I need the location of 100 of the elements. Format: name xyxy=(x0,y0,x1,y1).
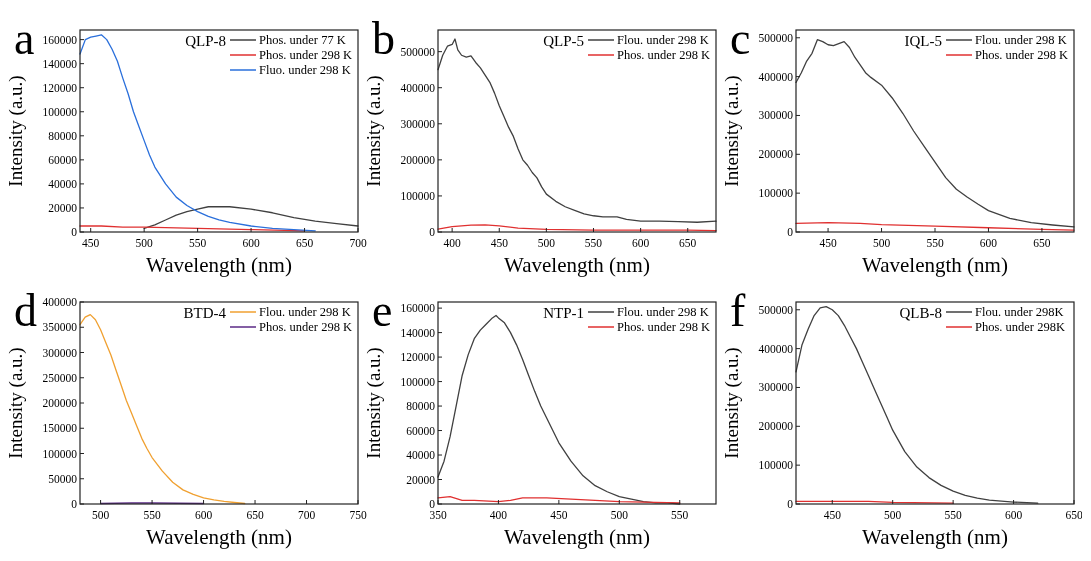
x-axis-title: Wavelength (nm) xyxy=(504,525,650,549)
y-tick-label: 140000 xyxy=(400,326,436,339)
y-tick-label: 100000 xyxy=(400,375,436,388)
y-tick-label: 200000 xyxy=(400,153,436,166)
legend-label: Phos. under 77 K xyxy=(259,33,346,48)
x-tick-label: 500 xyxy=(872,237,891,249)
chart-title: b xyxy=(372,13,395,64)
y-tick-label: 500000 xyxy=(758,31,794,44)
y-tick-label: 0 xyxy=(429,498,436,511)
legend-label: Phos. under 298 K xyxy=(259,320,353,335)
y-tick-label: 350000 xyxy=(42,321,78,334)
y-tick-label: 60000 xyxy=(406,424,436,437)
legend-label: Flou. under 298 K xyxy=(617,33,709,48)
x-tick-label: 650 xyxy=(679,237,697,249)
y-tick-label: 0 xyxy=(71,498,78,511)
line-series xyxy=(437,496,681,504)
x-tick-label: 700 xyxy=(297,509,316,521)
x-tick-label: 550 xyxy=(188,237,207,249)
chart-title: a xyxy=(14,13,35,64)
y-tick-label: 400000 xyxy=(758,342,794,355)
legend-label: Flou. under 298 K xyxy=(617,305,709,320)
y-tick-label: 100000 xyxy=(42,105,78,118)
x-tick-label: 450 xyxy=(819,237,837,249)
x-tick-label: 500 xyxy=(91,509,110,521)
y-tick-label: 120000 xyxy=(400,351,436,364)
x-axis-title: Wavelength (nm) xyxy=(862,253,1008,277)
x-tick-label: 500 xyxy=(537,237,556,249)
legend-label: Phos. under 298 K xyxy=(617,48,711,63)
x-tick-label: 550 xyxy=(926,237,944,249)
y-tick-label: 200000 xyxy=(758,148,794,161)
annotation: QLP-5 xyxy=(543,33,584,49)
x-axis-title: Wavelength (nm) xyxy=(862,525,1008,549)
x-tick-label: 500 xyxy=(610,509,629,521)
y-tick-label: 300000 xyxy=(42,346,78,359)
x-tick-label: 550 xyxy=(671,509,689,521)
x-tick-label: 650 xyxy=(1065,509,1083,521)
x-tick-label: 600 xyxy=(194,509,213,521)
annotation: NTP-1 xyxy=(543,305,584,321)
chart-title: d xyxy=(14,285,37,336)
y-tick-label: 500000 xyxy=(400,45,436,58)
y-tick-label: 40000 xyxy=(406,449,436,462)
y-tick-label: 80000 xyxy=(406,400,436,413)
chart-title: e xyxy=(372,285,393,336)
y-tick-label: 300000 xyxy=(758,109,794,122)
x-tick-label: 750 xyxy=(349,509,367,521)
y-tick-label: 100000 xyxy=(758,459,794,472)
y-axis-title: Intensity (a.u.) xyxy=(5,75,27,187)
y-axis-title: Intensity (a.u.) xyxy=(363,75,385,187)
y-tick-label: 0 xyxy=(429,226,436,239)
y-tick-label: 300000 xyxy=(400,117,436,130)
x-axis-title: Wavelength (nm) xyxy=(146,525,292,549)
line-series xyxy=(143,206,359,230)
x-tick-label: 400 xyxy=(443,237,462,249)
y-tick-label: 0 xyxy=(71,226,78,239)
y-tick-label: 140000 xyxy=(42,57,78,70)
y-tick-label: 120000 xyxy=(42,81,78,94)
y-tick-label: 500000 xyxy=(758,303,794,316)
x-tick-label: 450 xyxy=(490,237,509,249)
x-tick-label: 600 xyxy=(979,237,998,249)
line-series xyxy=(79,34,316,232)
x-tick-label: 500 xyxy=(135,237,154,249)
x-tick-label: 600 xyxy=(1004,509,1023,521)
x-tick-label: 500 xyxy=(884,509,902,521)
y-tick-label: 50000 xyxy=(48,472,78,485)
y-tick-label: 0 xyxy=(787,226,794,239)
legend-label: Phos. under 298 K xyxy=(975,48,1069,63)
annotation: QLP-8 xyxy=(185,33,226,49)
y-axis-title: Intensity (a.u.) xyxy=(721,347,743,459)
y-tick-label: 20000 xyxy=(406,473,436,486)
y-axis-title: Intensity (a.u.) xyxy=(5,347,27,459)
y-tick-label: 0 xyxy=(787,498,794,511)
y-tick-label: 80000 xyxy=(48,129,78,142)
legend-label: Fluo. under 298 K xyxy=(259,63,351,78)
x-tick-label: 450 xyxy=(550,509,568,521)
legend-label: Flou. under 298 K xyxy=(975,33,1067,48)
legend-label: Flou. under 298K xyxy=(975,305,1064,320)
y-tick-label: 150000 xyxy=(42,422,78,435)
x-tick-label: 550 xyxy=(944,509,963,521)
legend-label: Flou. under 298 K xyxy=(259,305,351,320)
annotation: IQL-5 xyxy=(904,33,942,49)
y-tick-label: 100000 xyxy=(42,447,78,460)
line-series xyxy=(795,222,1075,231)
y-tick-label: 160000 xyxy=(42,33,78,46)
y-tick-label: 400000 xyxy=(400,81,436,94)
x-tick-label: 450 xyxy=(82,237,100,249)
legend-label: Phos. under 298 K xyxy=(617,320,711,335)
y-tick-label: 40000 xyxy=(48,177,78,190)
legend-label: Phos. under 298 K xyxy=(259,48,353,63)
y-axis-title: Intensity (a.u.) xyxy=(363,347,385,459)
chart-title: c xyxy=(730,13,751,64)
x-tick-label: 700 xyxy=(349,237,367,249)
x-tick-label: 350 xyxy=(429,509,447,521)
y-tick-label: 250000 xyxy=(42,371,78,384)
y-tick-label: 400000 xyxy=(42,296,78,309)
y-tick-label: 100000 xyxy=(758,187,794,200)
y-tick-label: 160000 xyxy=(400,302,436,315)
y-axis-title: Intensity (a.u.) xyxy=(721,75,743,187)
x-tick-label: 400 xyxy=(489,509,508,521)
y-tick-label: 20000 xyxy=(48,201,78,214)
chart-title: f xyxy=(730,285,746,336)
